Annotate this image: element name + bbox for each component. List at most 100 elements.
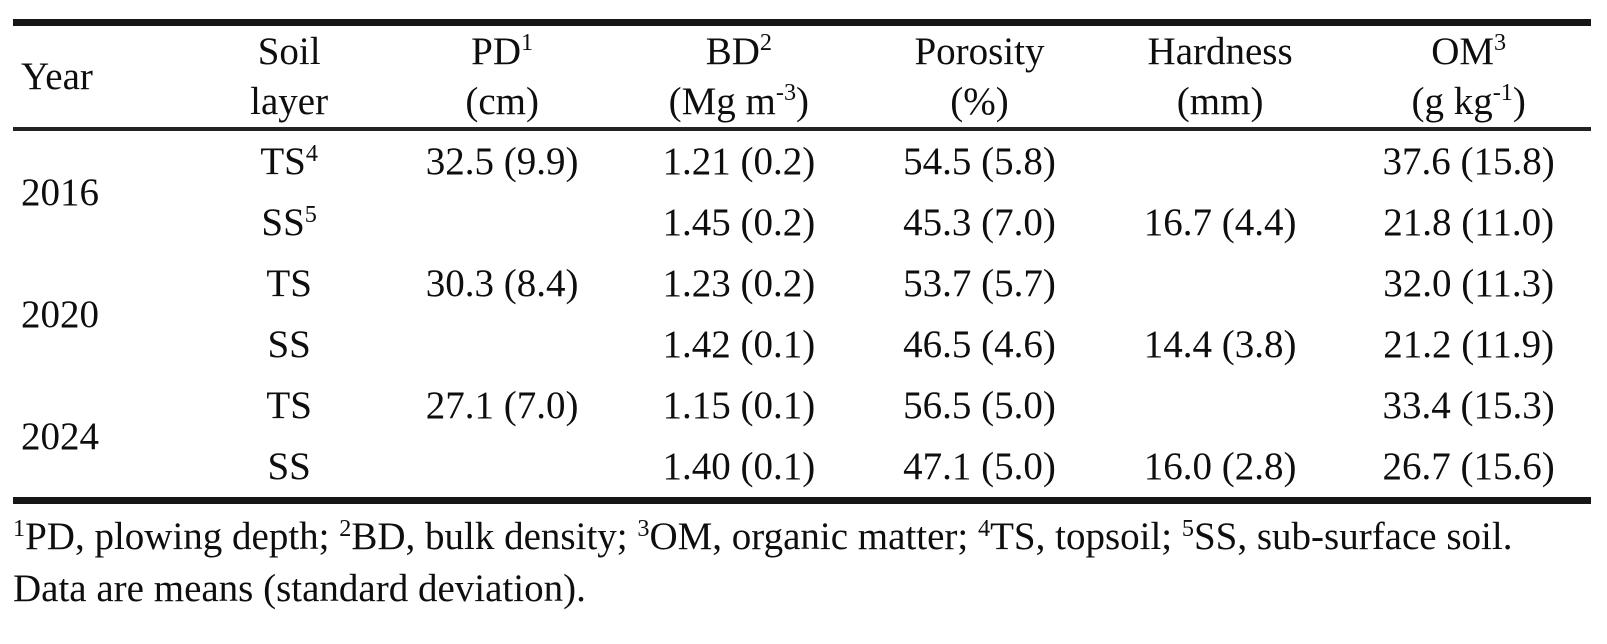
header-pd-unit: (cm) [392, 77, 613, 127]
cell-bd: 1.15 (0.1) [662, 384, 816, 427]
table-row-2016-ss: SS5 1.45 (0.2) 45.3 (7.0) 16.7 (4.4) 21.… [13, 192, 1591, 253]
header-year-label: Year [21, 54, 93, 98]
cell-pd [392, 436, 613, 501]
footnote-abbreviations: 1PD, plowing depth; 2BD, bulk density; 3… [13, 511, 1591, 563]
header-om-title: OM3 [1346, 27, 1591, 77]
header-bd-title: BD2 [613, 27, 865, 77]
header-om-footnote-marker: 3 [1494, 29, 1507, 57]
table-header: Year Soil layer PD1 (cm) BD2 (Mg m-3) Po… [13, 23, 1591, 130]
soil-properties-table: Year Soil layer PD1 (cm) BD2 (Mg m-3) Po… [13, 19, 1591, 504]
cell-hardness [1094, 129, 1346, 192]
cell-porosity: 53.7 (5.7) [903, 262, 1056, 305]
cell-soil-layer: TS4 [187, 129, 392, 192]
header-bd-abbr: BD [705, 29, 760, 73]
layer-abbr: TS [266, 262, 312, 305]
table-row-2016-ts: 2016 TS4 32.5 (9.9) 1.21 (0.2) 54.5 (5.8… [13, 129, 1591, 214]
cell-pd [392, 192, 613, 253]
layer-abbr: TS [260, 140, 306, 183]
layer-abbr: SS [261, 201, 305, 244]
cell-hardness: 16.0 (2.8) [1143, 445, 1297, 488]
layer-abbr: SS [267, 323, 311, 366]
header-soil-line2: layer [250, 79, 329, 123]
table-footnotes: 1PD, plowing depth; 2BD, bulk density; 3… [13, 511, 1591, 615]
layer-abbr: TS [266, 384, 312, 427]
cell-om: 33.4 (15.3) [1382, 384, 1555, 427]
footnote-marker-2: 2 [339, 514, 352, 542]
cell-soil-layer: TS [187, 253, 392, 314]
cell-soil-layer: SS [187, 436, 392, 501]
cell-porosity: 47.1 (5.0) [903, 445, 1056, 488]
cell-om: 37.6 (15.8) [1382, 140, 1555, 183]
footnote-means-note: Data are means (standard deviation). [13, 567, 586, 610]
cell-pd: 27.1 (7.0) [425, 384, 579, 427]
header-bd: BD2 (Mg m-3) [613, 23, 865, 130]
cell-pd: 30.3 (8.4) [425, 262, 579, 305]
cell-porosity: 45.3 (7.0) [903, 201, 1056, 244]
cell-soil-layer: SS [187, 314, 392, 375]
footnote-text-pd: PD, plowing depth; [25, 515, 340, 558]
footnote-marker-5: 5 [1181, 514, 1194, 542]
footnote-marker-1: 1 [13, 514, 26, 542]
layer-footnote-marker: 5 [304, 200, 317, 228]
header-om-abbr: OM [1431, 29, 1495, 73]
cell-om: 26.7 (15.6) [1382, 445, 1555, 488]
header-hardness-title: Hardness [1147, 29, 1293, 73]
header-pd-footnote-marker: 1 [521, 29, 534, 57]
cell-porosity: 56.5 (5.0) [903, 384, 1056, 427]
cell-om: 21.8 (11.0) [1383, 201, 1555, 244]
cell-bd: 1.21 (0.2) [662, 140, 816, 183]
header-porosity: Porosity (%) [865, 23, 1094, 130]
header-bd-unit: (Mg m-3) [613, 77, 865, 127]
header-om-unit-exponent: -1 [1492, 79, 1513, 107]
cell-om: 32.0 (11.3) [1383, 262, 1555, 305]
header-om-unit-close: ) [1512, 79, 1526, 123]
footnote-marker-4: 4 [978, 514, 991, 542]
header-om-unit-text: (g kg [1411, 79, 1493, 123]
header-bd-unit-close: ) [796, 79, 810, 123]
table-row-2024-ss: SS 1.40 (0.1) 47.1 (5.0) 16.0 (2.8) 26.7… [13, 436, 1591, 501]
header-soil-layer: Soil layer [187, 23, 392, 130]
cell-bd: 1.42 (0.1) [662, 323, 816, 366]
cell-porosity: 46.5 (4.6) [903, 323, 1056, 366]
cell-bd: 1.23 (0.2) [662, 262, 816, 305]
footnote-text-om: OM, organic matter; [649, 515, 978, 558]
cell-year-2020: 2020 [21, 292, 99, 336]
cell-year-2016: 2016 [21, 170, 99, 214]
cell-hardness: 16.7 (4.4) [1143, 201, 1297, 244]
header-hardness: Hardness (mm) [1094, 23, 1346, 130]
header-porosity-title: Porosity [914, 29, 1045, 73]
layer-footnote-marker: 4 [305, 139, 318, 167]
cell-pd [392, 314, 613, 375]
cell-pd: 32.5 (9.9) [425, 140, 579, 183]
header-porosity-unit: (%) [950, 79, 1009, 123]
table-row-2020-ss: SS 1.42 (0.1) 46.5 (4.6) 14.4 (3.8) 21.2… [13, 314, 1591, 375]
cell-soil-layer: SS5 [187, 192, 392, 253]
table-row-2020-ts: 2020 TS 30.3 (8.4) 1.23 (0.2) 53.7 (5.7)… [13, 253, 1591, 336]
footnote-marker-3: 3 [637, 514, 650, 542]
header-bd-unit-text: (Mg m [668, 79, 776, 123]
header-pd-title: PD1 [392, 27, 613, 77]
header-om: OM3 (g kg-1) [1346, 23, 1591, 130]
footnote-text-ts: TS, topsoil; [990, 515, 1182, 558]
header-pd: PD1 (cm) [392, 23, 613, 130]
header-hardness-unit: (mm) [1176, 79, 1264, 123]
header-om-unit: (g kg-1) [1346, 77, 1591, 127]
header-bd-unit-exponent: -3 [775, 79, 797, 107]
cell-hardness: 14.4 (3.8) [1143, 323, 1297, 366]
header-pd-unit-text: (cm) [465, 79, 539, 123]
cell-bd: 1.45 (0.2) [662, 201, 816, 244]
cell-hardness [1094, 253, 1346, 314]
footnote-text-ss: SS, sub-surface soil. [1193, 515, 1513, 558]
cell-bd: 1.40 (0.1) [662, 445, 816, 488]
header-soil-line1: Soil [257, 29, 321, 73]
table-row-2024-ts: 2024 TS 27.1 (7.0) 1.15 (0.1) 56.5 (5.0)… [13, 375, 1591, 458]
cell-om: 21.2 (11.9) [1383, 323, 1555, 366]
header-year: Year [13, 23, 187, 130]
cell-year-2024: 2024 [21, 414, 99, 458]
cell-porosity: 54.5 (5.8) [903, 140, 1056, 183]
cell-soil-layer: TS [187, 375, 392, 436]
table-body: 2016 TS4 32.5 (9.9) 1.21 (0.2) 54.5 (5.8… [13, 129, 1591, 501]
header-bd-footnote-marker: 2 [759, 29, 772, 57]
cell-hardness [1094, 375, 1346, 436]
